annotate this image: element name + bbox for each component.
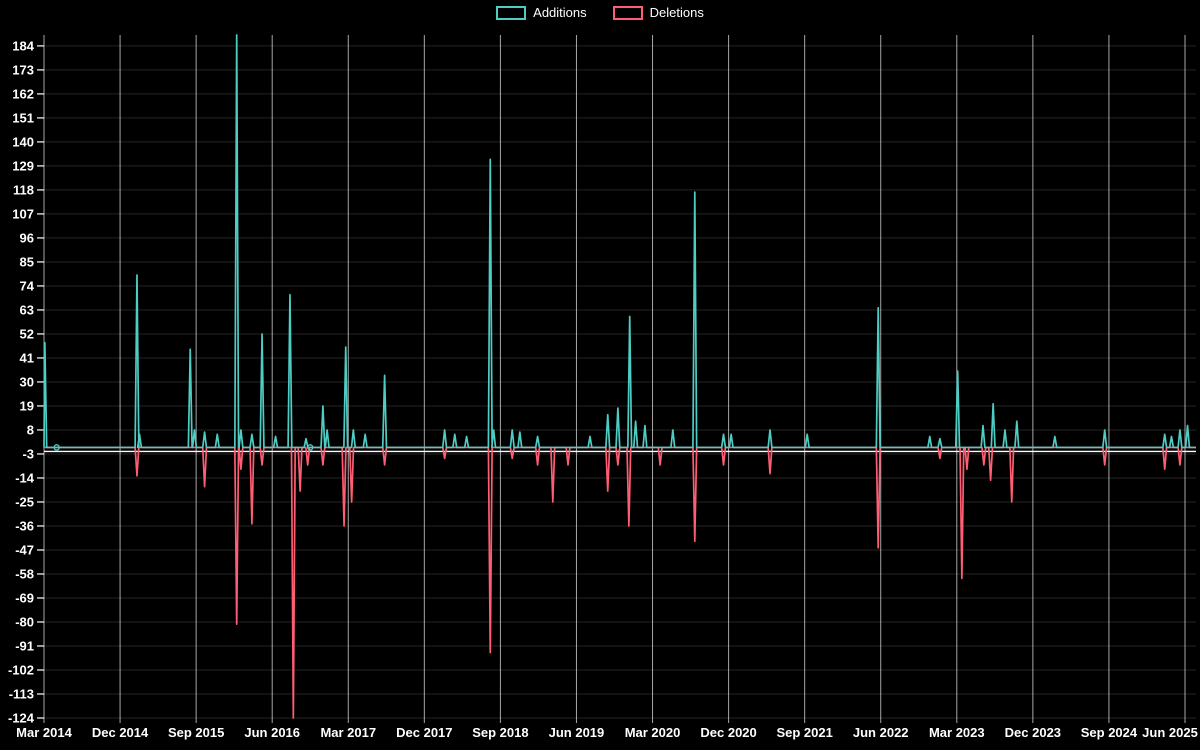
x-tick-label: Jun 2016 [244,725,300,740]
y-tick-label: -91 [15,638,34,653]
y-tick-label: -102 [8,662,34,677]
additions-point-marker [53,444,60,451]
x-tick-label: Dec 2020 [700,725,756,740]
x-tick-label: Dec 2014 [92,725,149,740]
y-tick-label: -80 [15,614,34,629]
y-tick-label: 52 [20,326,34,341]
y-tick-label: 96 [20,230,34,245]
additions-line [43,34,1196,449]
y-tick-label: -3 [22,446,34,461]
y-tick-label: 151 [12,110,34,125]
x-axis-labels: Mar 2014 Dec 2014 Sep 2015 Jun 2016 Mar 2017… [16,725,1198,740]
x-tick-label: Sep 2018 [472,725,528,740]
y-tick-label: -36 [15,518,34,533]
y-tick-label: 19 [20,398,34,413]
x-tick-label: Dec 2023 [1005,725,1061,740]
y-axis-labels: 184 173 162 151 140 129 118 107 96 85 74 63 52 41 30 19… [8,38,44,726]
x-tick-label: Sep 2024 [1081,725,1138,740]
y-tick-label: -47 [15,542,34,557]
horizontal-gridlines [44,45,1196,719]
y-tick-label: 41 [20,350,34,365]
y-tick-label: -58 [15,566,34,581]
y-tick-label: 63 [20,302,34,317]
legend-item-additions[interactable]: Additions [496,5,587,20]
y-tick-label: -69 [15,590,34,605]
y-tick-label: 129 [12,158,34,173]
x-tick-label: Sep 2015 [168,725,224,740]
y-tick-label: 173 [12,62,34,77]
y-tick-label: 30 [20,374,34,389]
legend-item-deletions[interactable]: Deletions [612,5,704,20]
x-tick-label: Jun 2022 [853,725,909,740]
additions-swatch-icon [496,5,527,20]
y-tick-label: -113 [9,686,34,701]
vertical-gridlines [43,35,1186,723]
y-tick-label: 107 [12,206,34,221]
x-tick-label: Mar 2020 [625,725,681,740]
y-tick-label: 74 [20,278,35,293]
x-tick-label: Mar 2023 [929,725,985,740]
additions-point-marker [306,444,314,451]
y-tick-label: -14 [15,470,35,485]
y-tick-label: 118 [13,182,34,197]
x-tick-label: Sep 2021 [776,725,832,740]
y-tick-label: 184 [12,38,34,53]
x-tick-label: Dec 2017 [396,725,452,740]
x-tick-label: Mar 2014 [16,725,72,740]
deletions-line [44,446,1196,719]
legend-label-additions: Additions [533,5,587,20]
x-tick-label: Jun 2019 [549,725,605,740]
y-tick-label: -124 [8,711,35,726]
x-tick-label: Mar 2017 [320,725,376,740]
y-tick-label: 162 [12,86,34,101]
y-tick-label: 85 [20,254,34,269]
legend-label-deletions: Deletions [649,5,704,20]
deletions-swatch-icon [612,5,643,20]
y-tick-label: 8 [27,422,34,437]
x-tick-label: Jun 2025 [1142,725,1198,740]
chart-legend: Additions Deletions [0,5,1200,20]
y-tick-label: -25 [15,494,34,509]
y-tick-label: 140 [12,134,34,149]
